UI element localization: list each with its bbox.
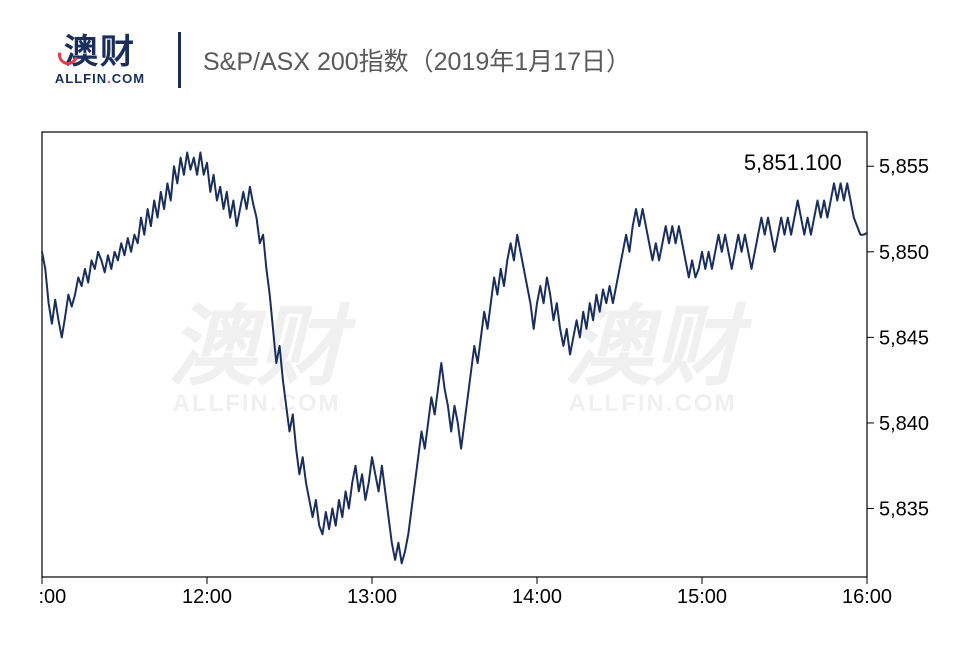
svg-text:ALLFIN.COM: ALLFIN.COM (569, 390, 737, 417)
svg-text:5,855: 5,855 (879, 156, 929, 178)
chart-title: S&P/ASX 200指数（2019年1月17日） (203, 42, 631, 78)
svg-text:5,835: 5,835 (879, 499, 929, 521)
svg-text:11:00: 11:00 (40, 586, 66, 608)
header: 澳财 ALLFIN.COM S&P/ASX 200指数（2019年1月17日） (40, 30, 631, 90)
svg-text:15:00: 15:00 (677, 586, 727, 608)
svg-text:12:00: 12:00 (182, 586, 232, 608)
svg-text:ALLFIN.COM: ALLFIN.COM (173, 390, 341, 417)
logo-en-post: COM (112, 71, 145, 86)
svg-text:5,845: 5,845 (879, 327, 929, 349)
logo-en-text: ALLFIN.COM (55, 71, 145, 86)
svg-text:16:00: 16:00 (842, 586, 892, 608)
header-divider (178, 32, 181, 88)
svg-text:5,840: 5,840 (879, 413, 929, 435)
logo-cn-text: 澳财 (64, 35, 136, 69)
svg-text:澳财: 澳财 (564, 297, 752, 396)
svg-text:5,850: 5,850 (879, 242, 929, 264)
svg-text:5,851.100: 5,851.100 (744, 150, 842, 175)
svg-text:澳财: 澳财 (168, 297, 356, 396)
logo-en-pre: ALLFIN (55, 71, 107, 86)
logo: 澳财 ALLFIN.COM (40, 30, 160, 90)
svg-text:13:00: 13:00 (347, 586, 397, 608)
line-chart: 澳财ALLFIN.COM澳财ALLFIN.COM11:0012:0013:001… (40, 130, 930, 610)
chart-container: 澳财ALLFIN.COM澳财ALLFIN.COM11:0012:0013:001… (40, 130, 930, 610)
svg-text:14:00: 14:00 (512, 586, 562, 608)
